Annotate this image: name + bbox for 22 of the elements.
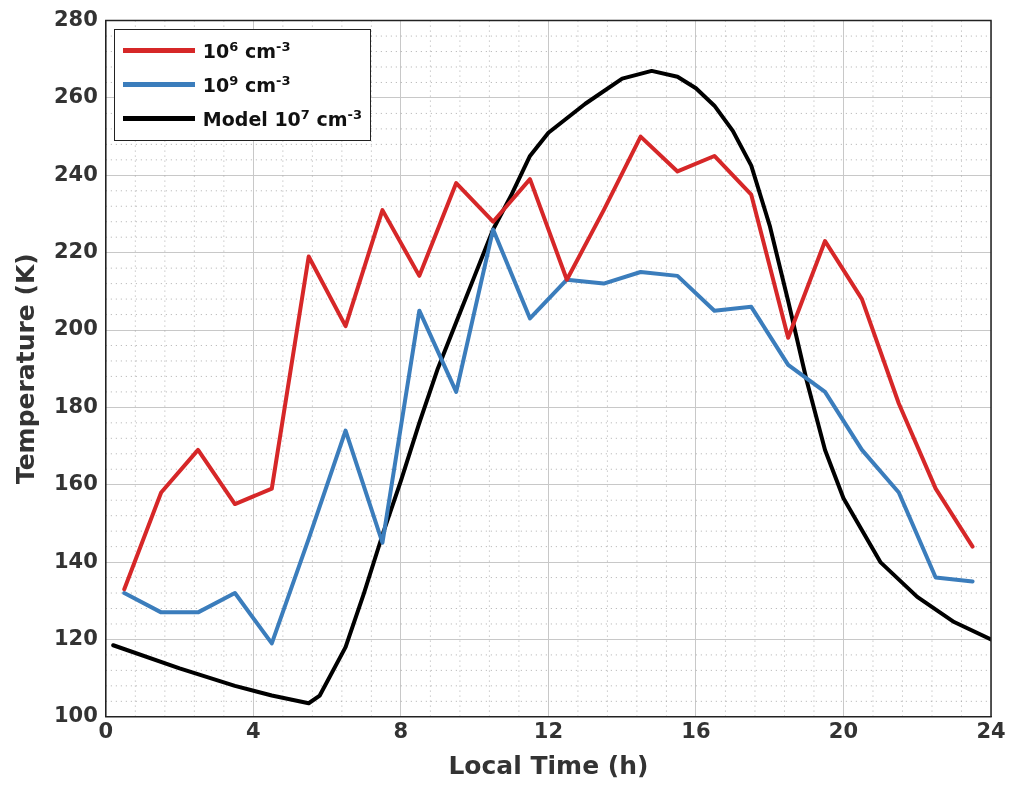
x-tick-label: 4 — [246, 718, 261, 743]
x-tick-label: 8 — [393, 718, 409, 743]
y-tick-label: 120 — [53, 625, 98, 650]
legend-label: 10$^{9}$ cm$^{-3}$ — [202, 72, 291, 97]
y-tick-label: 160 — [53, 471, 98, 496]
y-tick-label: 260 — [53, 84, 98, 109]
x-tick-label: 12 — [533, 718, 564, 743]
x-axis-title: Local Time (h) — [448, 750, 649, 780]
x-tick-label: 0 — [98, 718, 114, 743]
x-tick-label: 16 — [681, 718, 711, 743]
y-tick-label: 280 — [53, 7, 98, 32]
y-tick-label: 200 — [53, 316, 98, 341]
legend-label: Model 10$^{7}$ cm$^{-3}$ — [202, 106, 363, 131]
x-tick-label: 24 — [976, 718, 1006, 743]
y-tick-label: 100 — [53, 703, 98, 728]
y-tick-label: 220 — [53, 239, 98, 264]
y-axis-title: Temperature (K) — [10, 253, 40, 485]
legend-label: 10$^{6}$ cm$^{-3}$ — [202, 38, 291, 63]
y-tick-label: 240 — [53, 161, 98, 186]
x-tick-label: 20 — [828, 718, 859, 743]
y-tick-label: 180 — [53, 393, 98, 418]
y-tick-label: 140 — [53, 548, 98, 573]
